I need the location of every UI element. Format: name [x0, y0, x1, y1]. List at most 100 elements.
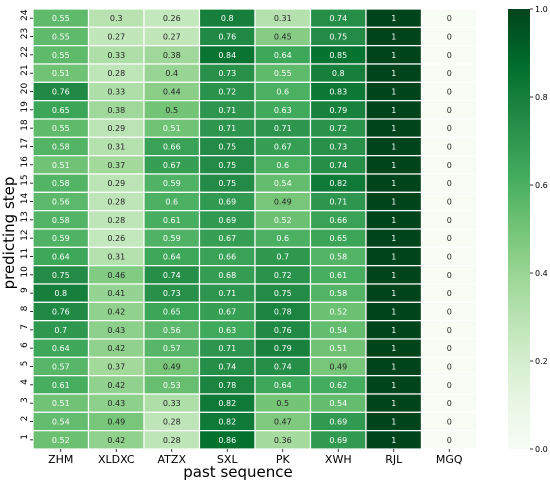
cell-value-label: 0.54 — [52, 418, 70, 427]
cell-value-label: 0.75 — [218, 179, 236, 188]
cell-value-label: 1 — [391, 161, 396, 170]
cell-value-label: 0.85 — [329, 51, 347, 60]
cell-value-label: 0 — [447, 308, 452, 317]
cell-value-label: 0.8 — [332, 69, 345, 78]
colorbar-tick-label: 1.0 — [535, 5, 548, 14]
cell-value-label: 0.71 — [329, 198, 347, 207]
cell-value-label: 0 — [447, 143, 452, 152]
cell-value-label: 0.29 — [107, 124, 125, 133]
cell-value-label: 0.26 — [163, 14, 181, 23]
cell-value-label: 0.63 — [218, 326, 236, 335]
cell-value-label: 0.33 — [163, 399, 181, 408]
cell-value-label: 1 — [391, 344, 396, 353]
cell-value-label: 0.75 — [52, 271, 70, 280]
cell-value-label: 0 — [447, 69, 452, 78]
cell-value-label: 0.42 — [107, 344, 125, 353]
cell-value-label: 0 — [447, 124, 452, 133]
cell-value-label: 0.64 — [163, 253, 181, 262]
cell-value-label: 0.65 — [163, 308, 181, 317]
cell-value-label: 0.55 — [52, 33, 70, 42]
y-tick-label: 5 — [20, 361, 30, 367]
cell-value-label: 0 — [447, 179, 452, 188]
cell-value-label: 0 — [447, 216, 452, 225]
y-tick-label: 10 — [20, 266, 30, 278]
cell-value-label: 1 — [391, 271, 396, 280]
y-tick-label: 7 — [20, 324, 30, 330]
cell-value-label: 0 — [447, 326, 452, 335]
cell-value-label: 0.52 — [274, 216, 292, 225]
cell-value-label: 0.54 — [329, 399, 347, 408]
cell-value-label: 0.67 — [218, 308, 236, 317]
y-tick-label: 17 — [20, 138, 30, 149]
y-tick-label: 12 — [20, 229, 30, 240]
cell-value-label: 0.76 — [52, 308, 70, 317]
cell-value-label: 0.55 — [52, 51, 70, 60]
cell-value-label: 0.51 — [52, 69, 70, 78]
cell-value-label: 0.8 — [221, 14, 234, 23]
cell-value-label: 0.73 — [163, 289, 181, 298]
colorbar-tick-label: 0.4 — [535, 269, 548, 278]
cell-value-label: 0.86 — [218, 436, 236, 445]
y-tick-label: 13 — [20, 211, 30, 222]
cell-value-label: 0.5 — [276, 399, 289, 408]
cell-value-label: 0.42 — [107, 436, 125, 445]
y-tick-label: 15 — [20, 174, 30, 185]
cell-value-label: 1 — [391, 363, 396, 372]
cell-value-label: 0.7 — [276, 253, 289, 262]
y-tick-label: 14 — [20, 193, 30, 205]
cell-value-label: 0.56 — [52, 198, 70, 207]
cell-value-label: 0.58 — [329, 253, 347, 262]
cell-value-label: 0.26 — [107, 234, 125, 243]
cell-value-label: 0.51 — [163, 124, 181, 133]
cell-value-label: 0.54 — [274, 179, 292, 188]
cell-value-label: 0.33 — [107, 88, 125, 97]
y-tick-label: 11 — [20, 248, 30, 259]
cell-value-label: 0.75 — [274, 289, 292, 298]
cell-value-label: 0.71 — [274, 124, 292, 133]
cell-value-label: 1 — [391, 143, 396, 152]
cell-value-label: 0.74 — [329, 161, 347, 170]
cell-value-label: 0.45 — [274, 33, 292, 42]
cell-value-label: 0.28 — [107, 198, 125, 207]
cell-value-label: 0.59 — [52, 234, 70, 243]
cell-value-label: 0.7 — [54, 326, 67, 335]
y-tick-label: 20 — [20, 83, 30, 95]
x-tick-label: SXL — [217, 453, 239, 466]
y-tick-label: 1 — [20, 434, 30, 440]
colorbar: 0.0 0.2 0.4 0.6 0.8 1.0 — [508, 5, 548, 454]
cell-value-label: 0.71 — [218, 289, 236, 298]
cell-value-label: 1 — [391, 124, 396, 133]
colorbar-tick-label: 0.8 — [535, 93, 548, 102]
cell-value-label: 0.49 — [107, 418, 125, 427]
cell-value-label: 1 — [391, 399, 396, 408]
cell-value-label: 0.66 — [163, 143, 181, 152]
cell-value-label: 0.61 — [52, 381, 70, 390]
cell-value-label: 0.69 — [329, 418, 347, 427]
cell-value-label: 0.27 — [107, 33, 125, 42]
cell-value-label: 1 — [391, 88, 396, 97]
cell-value-label: 0 — [447, 399, 452, 408]
y-axis-label: predicting step — [0, 177, 18, 290]
cell-value-label: 0.47 — [274, 418, 292, 427]
cell-value-label: 0.71 — [218, 124, 236, 133]
cell-value-label: 0.28 — [107, 69, 125, 78]
cell-value-label: 1 — [391, 418, 396, 427]
x-tick-label: RJL — [385, 453, 403, 466]
cell-value-label: 0.67 — [274, 143, 292, 152]
cell-value-label: 0.4 — [165, 69, 178, 78]
cell-value-label: 0.58 — [52, 143, 70, 152]
cell-value-label: 0.58 — [329, 289, 347, 298]
cell-value-label: 0.43 — [107, 326, 125, 335]
cell-value-label: 0 — [447, 33, 452, 42]
cell-value-label: 0 — [447, 253, 452, 262]
cell-value-label: 0 — [447, 161, 452, 170]
cell-value-label: 0.31 — [274, 14, 292, 23]
cell-value-label: 0.66 — [218, 253, 236, 262]
cell-value-label: 0.6 — [165, 198, 178, 207]
cell-value-label: 0.76 — [218, 33, 236, 42]
cell-value-label: 1 — [391, 308, 396, 317]
cell-value-label: 1 — [391, 289, 396, 298]
y-tick-label: 3 — [20, 397, 30, 403]
cell-value-label: 0.54 — [329, 326, 347, 335]
